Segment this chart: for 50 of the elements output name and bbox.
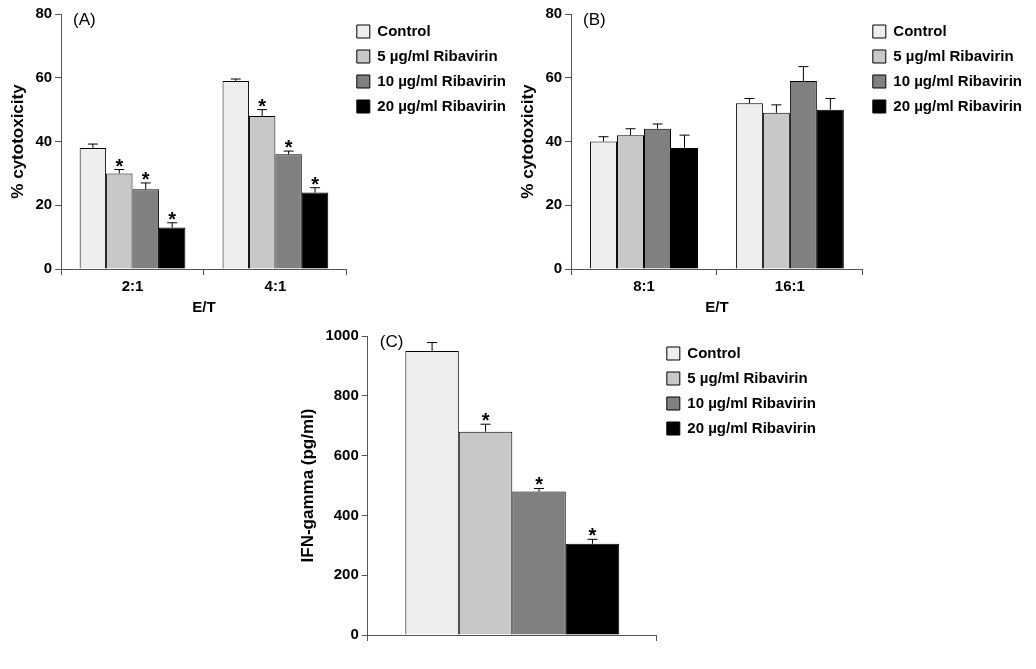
data-label: * bbox=[258, 94, 267, 117]
data-label: * bbox=[168, 207, 177, 230]
data-label: * bbox=[588, 524, 597, 547]
y-tick-label: 0 bbox=[43, 259, 53, 277]
y-axis-title: IFN-gamma (pg/ml) bbox=[297, 408, 317, 563]
x-axis-title: E/T bbox=[192, 298, 216, 316]
y-tick-label: 600 bbox=[333, 445, 359, 463]
y-tick-label: 80 bbox=[545, 4, 563, 22]
y-axis-title: % cytotoxicity bbox=[7, 83, 27, 199]
data-label: * bbox=[311, 172, 320, 195]
data-label: * bbox=[481, 409, 490, 432]
chart-title: (B) bbox=[583, 10, 606, 30]
y-tick-label: 20 bbox=[35, 195, 53, 213]
y-tick-label: 0 bbox=[350, 625, 359, 643]
legend-label: Control bbox=[377, 21, 431, 39]
chart-title: (A) bbox=[73, 10, 96, 30]
y-tick-label: 400 bbox=[333, 505, 359, 523]
legend-label: 20 µg/ml Ribavirin bbox=[377, 96, 507, 114]
y-tick-label: 20 bbox=[545, 195, 563, 213]
y-tick-label: 40 bbox=[35, 131, 53, 149]
y-tick-label: 60 bbox=[545, 67, 563, 85]
y-tick-label: 80 bbox=[35, 4, 53, 22]
legend-label: Control bbox=[687, 343, 741, 361]
legend-label: 10 µg/ml Ribavirin bbox=[377, 71, 507, 89]
legend-label: 10 µg/ml Ribavirin bbox=[893, 71, 1023, 89]
x-tick-label: 8:1 bbox=[633, 277, 655, 295]
data-label: * bbox=[535, 473, 544, 496]
y-tick-label: 800 bbox=[333, 385, 359, 403]
legend-label: Control bbox=[893, 21, 947, 39]
legend-label: 5 µg/ml Ribavirin bbox=[687, 368, 808, 386]
y-tick-label: 0 bbox=[553, 259, 563, 277]
y-tick-label: 200 bbox=[333, 565, 359, 583]
data-label: * bbox=[141, 167, 150, 190]
data-label: * bbox=[284, 136, 293, 159]
y-tick-label: 40 bbox=[545, 131, 563, 149]
chart-title: (C) bbox=[379, 332, 404, 352]
y-axis-title: % cytotoxicity bbox=[517, 83, 537, 199]
y-tick-label: 60 bbox=[35, 67, 53, 85]
legend-label: 20 µg/ml Ribavirin bbox=[893, 96, 1023, 114]
legend-label: 5 µg/ml Ribavirin bbox=[377, 46, 498, 64]
bar bbox=[565, 543, 620, 635]
y-tick-label: 1000 bbox=[325, 326, 359, 344]
x-tick-label: 16:1 bbox=[774, 277, 805, 295]
legend-label: 10 µg/ml Ribavirin bbox=[687, 393, 817, 411]
x-tick-label: 2:1 bbox=[121, 277, 144, 295]
legend-label: 20 µg/ml Ribavirin bbox=[687, 418, 817, 436]
x-tick-label: 4:1 bbox=[264, 277, 287, 295]
data-label: * bbox=[115, 154, 124, 177]
legend-label: 5 µg/ml Ribavirin bbox=[893, 46, 1014, 64]
x-axis-title: E/T bbox=[705, 298, 729, 316]
